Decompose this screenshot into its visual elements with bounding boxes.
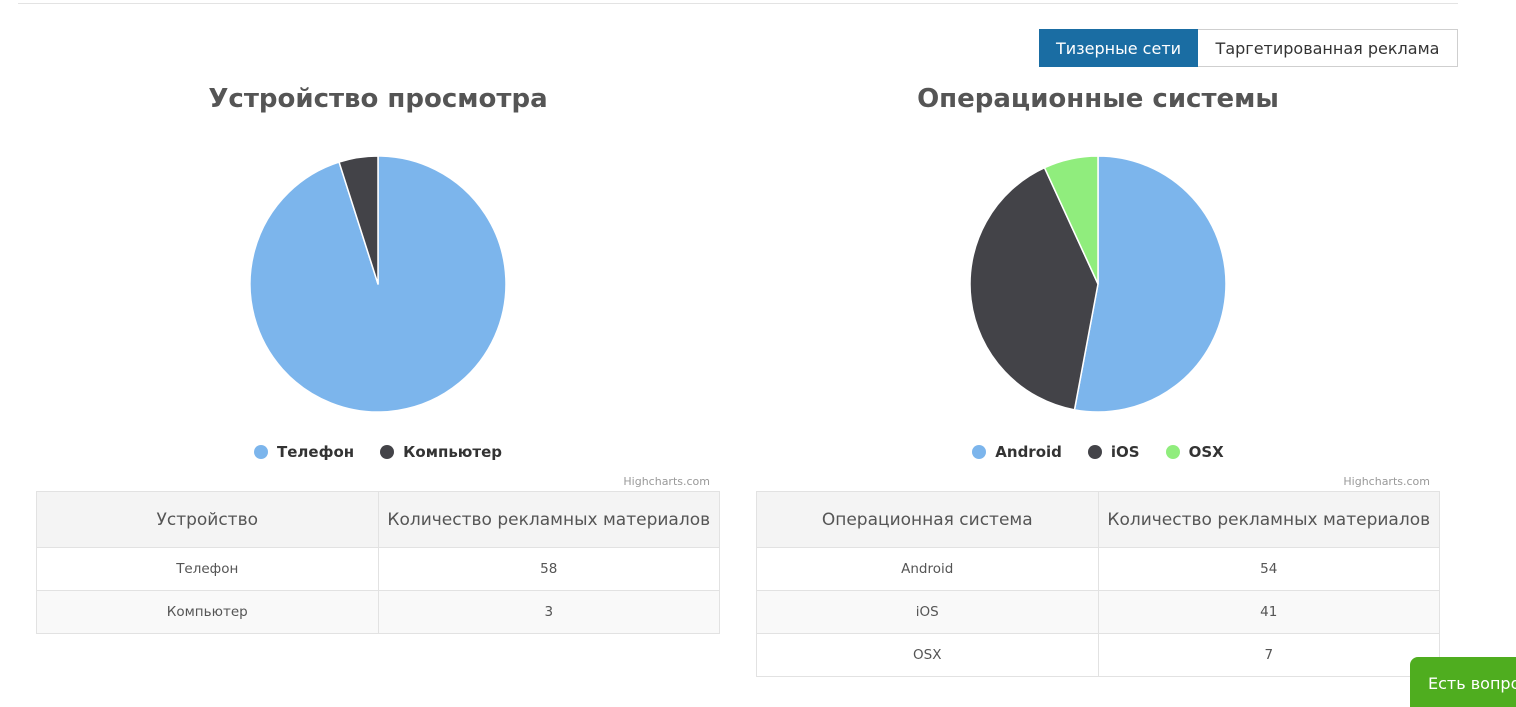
os-table: Операционная система Количество рекламны…: [756, 491, 1440, 677]
table-cell: iOS: [756, 590, 1099, 634]
table-row: OSX 7: [756, 633, 1440, 677]
tab-teaser-networks[interactable]: Тизерные сети: [1039, 29, 1198, 67]
table-cell: Android: [756, 547, 1099, 591]
pie-slice-osx[interactable]: [1043, 155, 1099, 285]
legend-label: Компьютер: [403, 443, 502, 461]
tab-group: Тизерные сети Таргетированная реклама: [1039, 29, 1458, 67]
table-row: Телефон 58: [36, 547, 720, 591]
legend-label: OSX: [1188, 443, 1224, 461]
device-table: Устройство Количество рекламных материал…: [36, 491, 720, 634]
table-header-row: Устройство Количество рекламных материал…: [36, 491, 720, 548]
legend-label: iOS: [1110, 443, 1140, 461]
table-cell: 3: [377, 590, 720, 634]
legend-item-osx[interactable]: OSX: [1165, 443, 1224, 461]
column-header-device: Устройство: [36, 491, 379, 548]
highcharts-credits[interactable]: Highcharts.com: [623, 475, 710, 488]
legend-item-компьютер[interactable]: Компьютер: [380, 443, 502, 461]
table-cell: 41: [1097, 590, 1440, 634]
table-header-row: Операционная система Количество рекламны…: [756, 491, 1440, 548]
legend-item-ios[interactable]: iOS: [1087, 443, 1140, 461]
legend-item-телефон[interactable]: Телефон: [254, 443, 354, 461]
device-pie-chart: [249, 155, 507, 413]
table-row: Компьютер 3: [36, 590, 720, 634]
highcharts-credits[interactable]: Highcharts.com: [1343, 475, 1430, 488]
table-cell: 7: [1097, 633, 1440, 677]
table-cell: 58: [377, 547, 720, 591]
column-header-os: Операционная система: [756, 491, 1099, 548]
legend-item-android[interactable]: Android: [972, 443, 1062, 461]
legend-marker: [1165, 445, 1180, 459]
table-cell: 54: [1097, 547, 1440, 591]
legend-marker: [380, 445, 395, 459]
table-row: Android 54: [756, 547, 1440, 591]
device-chart-title: Устройство просмотра: [208, 84, 548, 114]
legend-label: Android: [995, 443, 1062, 461]
legend-label: Телефон: [277, 443, 355, 461]
table-cell: Компьютер: [36, 590, 379, 634]
pie-slice-ios[interactable]: [969, 166, 1099, 411]
chat-button[interactable]: Есть вопросы?: [1410, 657, 1516, 707]
table-cell: OSX: [756, 633, 1099, 677]
legend-marker: [972, 445, 987, 459]
top-divider: [18, 3, 1458, 4]
table-row: iOS 41: [756, 590, 1440, 634]
os-chart-title: Операционные системы: [917, 84, 1279, 114]
tab-targeted-ads[interactable]: Таргетированная реклама: [1198, 29, 1458, 67]
column-header-count: Количество рекламных материалов: [377, 491, 720, 548]
legend-marker: [1087, 445, 1102, 459]
os-legend: Android iOS OSX: [748, 443, 1448, 461]
column-header-count: Количество рекламных материалов: [1097, 491, 1440, 548]
table-cell: Телефон: [36, 547, 379, 591]
device-legend: Телефон Компьютер: [28, 443, 728, 461]
pie-slice-компьютер[interactable]: [338, 155, 379, 285]
pie-slice-android[interactable]: [1073, 155, 1227, 413]
legend-marker: [254, 445, 268, 459]
os-pie-chart: [969, 155, 1227, 413]
